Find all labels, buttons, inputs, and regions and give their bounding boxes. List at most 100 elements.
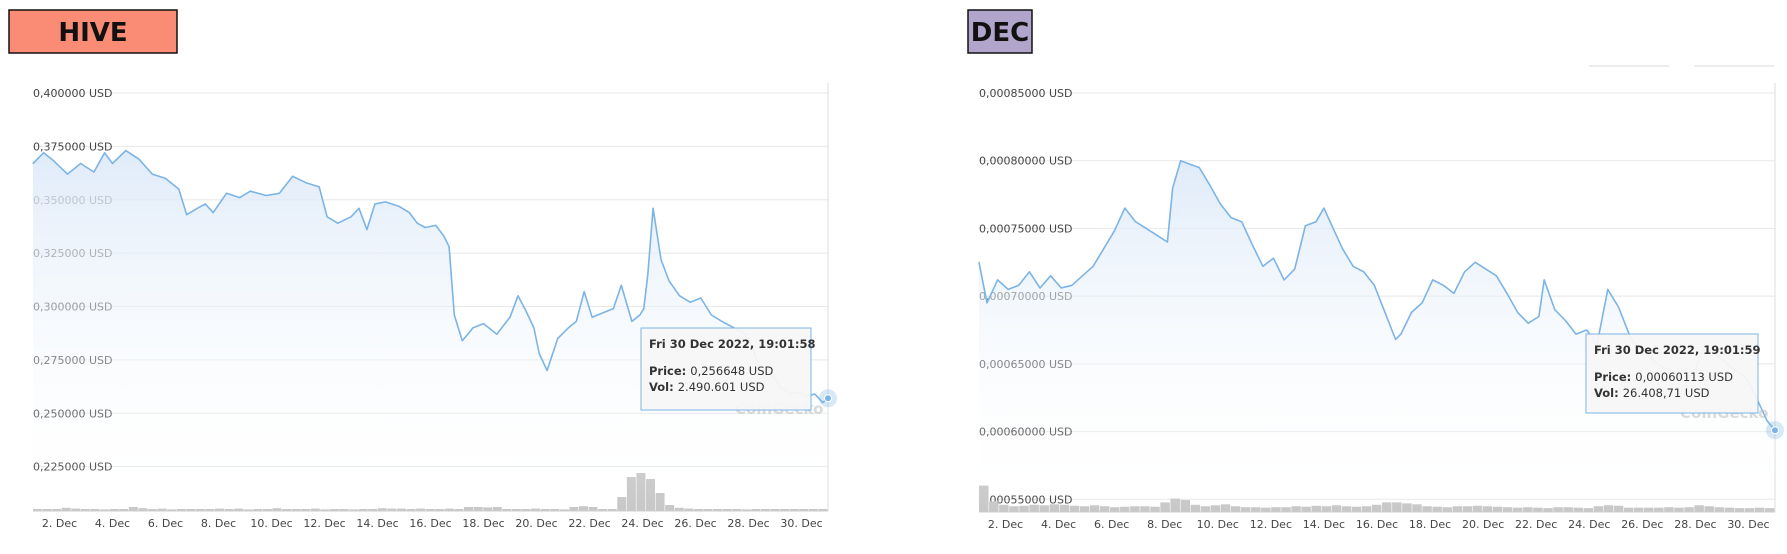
price-point	[1575, 333, 1577, 335]
price-point	[472, 327, 474, 329]
x-tick-label: 24. Dec	[621, 517, 663, 530]
x-tick-label: 2. Dec	[988, 518, 1023, 531]
tooltip-vol-value: 26.408,71 USD	[1623, 386, 1710, 400]
price-point	[1134, 221, 1137, 223]
price-point	[1400, 333, 1402, 335]
price-point	[1373, 284, 1375, 286]
price-point	[318, 186, 320, 188]
price-point	[631, 320, 633, 323]
price-point	[1394, 338, 1397, 341]
dec-badge-label: DEC	[971, 18, 1029, 48]
price-point	[1421, 302, 1423, 304]
price-point	[822, 401, 824, 404]
price-point	[278, 192, 281, 194]
hive-badge: HIVE	[8, 9, 178, 54]
price-point	[1564, 319, 1566, 322]
hover-marker[interactable]	[824, 394, 832, 403]
price-point	[93, 171, 95, 173]
price-point	[1543, 279, 1545, 281]
price-point	[1272, 257, 1275, 259]
price-point	[1050, 275, 1052, 277]
price-area	[979, 160, 1775, 512]
price-point	[1341, 248, 1344, 250]
tooltip-box	[1585, 333, 1759, 414]
y-tick-label: 0,00080000 USD	[979, 155, 1072, 168]
price-point	[374, 203, 376, 205]
x-tick-label: 8. Dec	[201, 517, 236, 530]
tooltip-box	[640, 327, 812, 411]
x-tick-label: 12. Dec	[1250, 518, 1292, 531]
price-point	[1432, 279, 1434, 281]
price-point	[32, 162, 34, 165]
price-point	[305, 182, 307, 184]
tooltip-price-row: Price: 0,256648 USD	[649, 364, 774, 378]
price-point	[1081, 275, 1084, 277]
x-tick-label: 2. Dec	[42, 517, 77, 530]
price-point	[1180, 160, 1182, 162]
price-point	[1607, 288, 1609, 290]
price-point	[1586, 329, 1588, 331]
dec-price-chart[interactable]: 0,00085000 USD 0,00080000 USD 0,00075000 U…	[978, 83, 1784, 531]
x-tick-label: 14. Dec	[1303, 518, 1345, 531]
price-point	[408, 211, 410, 214]
price-area	[33, 150, 828, 511]
price-point	[1474, 261, 1476, 263]
price-point	[557, 337, 559, 340]
price-point	[366, 229, 368, 231]
price-point	[358, 207, 360, 209]
x-tick-label: 4. Dec	[1041, 518, 1076, 531]
x-tick-label: 26. Dec	[674, 517, 716, 530]
tooltip-vol-row: Vol: 2.490.601 USD	[649, 380, 765, 394]
price-point	[986, 302, 988, 304]
price-point	[448, 246, 450, 248]
price-point	[1262, 265, 1264, 267]
price-point	[225, 192, 228, 194]
x-tick-label: 30. Dec	[1727, 518, 1769, 531]
price-point	[533, 327, 535, 329]
price-point	[668, 280, 670, 282]
x-tick-label: 6. Dec	[1094, 518, 1129, 531]
price-point	[639, 314, 641, 316]
price-point	[204, 203, 206, 205]
price-point	[1190, 164, 1192, 166]
price-point	[1363, 271, 1365, 273]
price-point	[1517, 311, 1519, 313]
tooltip-vol-label: Vol:	[1594, 386, 1619, 400]
price-point	[1554, 309, 1556, 311]
price-point	[138, 158, 140, 160]
price-point	[1294, 268, 1296, 270]
tooltip-vol-label: Vol:	[649, 380, 674, 394]
price-point	[164, 177, 167, 179]
price-point	[814, 393, 816, 395]
x-tick-label: 28. Dec	[727, 517, 769, 530]
price-point	[1315, 221, 1317, 223]
x-tick-label: 24. Dec	[1568, 518, 1610, 531]
price-point	[643, 308, 645, 310]
price-point	[212, 211, 214, 214]
price-point	[721, 320, 723, 323]
price-point	[1251, 244, 1253, 246]
x-tick-label: 20. Dec	[515, 517, 557, 530]
price-point	[249, 190, 251, 192]
price-point	[546, 369, 548, 372]
x-tick-label: 12. Dec	[303, 517, 345, 530]
price-point	[679, 295, 681, 297]
price-point	[652, 207, 654, 209]
price-point	[66, 173, 69, 175]
price-point	[151, 173, 153, 175]
price-point	[1766, 420, 1768, 422]
price-point	[1617, 306, 1620, 308]
price-point	[1485, 268, 1487, 270]
x-tick-label: 16. Dec	[409, 517, 451, 530]
price-point	[1172, 187, 1174, 189]
hover-marker[interactable]	[1771, 426, 1779, 435]
price-point	[978, 261, 980, 263]
price-point	[1209, 184, 1211, 186]
price-point	[1018, 284, 1020, 286]
price-point	[350, 216, 352, 218]
dec-badge: DEC	[967, 9, 1033, 54]
price-point	[196, 207, 198, 209]
price-point	[1028, 271, 1031, 273]
price-point	[1538, 315, 1540, 318]
